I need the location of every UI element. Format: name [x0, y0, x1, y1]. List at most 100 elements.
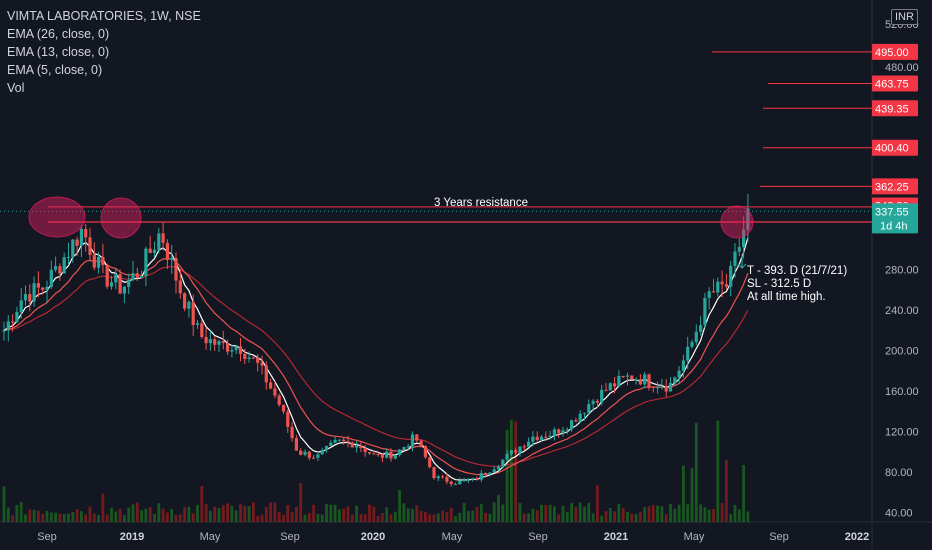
- level-label: 463.75: [875, 79, 909, 91]
- candle-body: [746, 208, 750, 230]
- volume-bar: [621, 508, 625, 522]
- candle-body: [226, 342, 230, 352]
- ema26-legend: EMA (26, close, 0): [7, 27, 110, 41]
- volume-bar: [290, 512, 294, 522]
- volume-bar: [557, 514, 561, 522]
- level-label-bg: [872, 100, 918, 117]
- volume-bar: [522, 513, 526, 522]
- level-label: 495.00: [875, 47, 909, 59]
- volume-bar: [170, 509, 174, 522]
- candle-body: [509, 450, 513, 454]
- candle-body: [668, 383, 673, 392]
- candle-body: [393, 455, 397, 459]
- candle-body: [681, 360, 685, 371]
- volume-bar: [105, 514, 109, 522]
- candle-body: [552, 429, 556, 436]
- candle-body: [445, 476, 449, 482]
- candle-body: [2, 330, 6, 332]
- y-tick-label: 80.00: [885, 467, 913, 479]
- candle-body: [582, 412, 587, 414]
- candle-body: [36, 283, 40, 288]
- candle-body: [406, 446, 410, 448]
- candle-body: [505, 453, 509, 460]
- candle-body: [514, 450, 518, 453]
- volume-bar: [213, 506, 217, 522]
- candle-body: [389, 451, 393, 459]
- volume-bar: [355, 505, 358, 522]
- volume-bar: [725, 460, 728, 522]
- candle-body: [92, 254, 96, 268]
- candle-body: [234, 346, 238, 351]
- candle-body: [238, 346, 243, 354]
- note-target: T - 393. D (21/7/21): [747, 265, 848, 277]
- volume-bar: [157, 503, 161, 522]
- candle-body: [62, 257, 66, 274]
- level-label: 439.35: [875, 103, 909, 115]
- currency-badge[interactable]: INR: [891, 9, 918, 25]
- volume-bar: [630, 513, 634, 522]
- candle-body: [290, 426, 294, 439]
- ema26-line: [3, 265, 749, 467]
- volume-bar: [694, 422, 698, 522]
- candle-body: [299, 450, 303, 455]
- volume-bar: [385, 507, 389, 522]
- volume-bar: [527, 513, 530, 522]
- candle-body: [578, 413, 582, 422]
- volume-bar: [737, 509, 741, 522]
- volume-bar: [230, 505, 234, 522]
- volume-bar: [720, 502, 724, 522]
- candle-body: [217, 341, 221, 345]
- volume-bar: [518, 503, 522, 522]
- candle-body: [264, 365, 268, 383]
- ema5-legend: EMA (5, close, 0): [7, 63, 103, 77]
- volume-bar: [217, 507, 221, 522]
- volume-bar: [363, 514, 367, 522]
- volume-bar: [368, 504, 371, 522]
- candle-body: [686, 346, 690, 361]
- candle-body: [88, 237, 92, 255]
- volume-bar: [247, 506, 251, 522]
- candle-body: [453, 484, 458, 486]
- candle-body: [152, 249, 157, 253]
- volume-bar: [312, 504, 315, 522]
- candle-body: [213, 339, 217, 345]
- volume-bar: [639, 511, 642, 522]
- x-tick-label: May: [684, 531, 705, 543]
- candle-body: [329, 442, 333, 446]
- x-tick-label: May: [442, 531, 463, 543]
- volume-bar: [342, 508, 346, 522]
- trade-note: T - 393. D (21/7/21) SL - 312.5 D At all…: [747, 265, 847, 304]
- candle-body: [11, 321, 15, 323]
- candle-body: [157, 233, 161, 250]
- candle-body: [385, 451, 389, 458]
- candle-body: [625, 375, 630, 377]
- candle-body: [557, 429, 561, 434]
- volume-bar: [303, 514, 307, 522]
- candle-body: [423, 445, 427, 458]
- x-tick-label: Sep: [769, 531, 789, 543]
- candle-body: [466, 479, 470, 481]
- volume-bar: [381, 513, 384, 522]
- candle-body: [114, 274, 118, 283]
- volume-bar: [583, 506, 586, 522]
- candle-body: [342, 439, 346, 442]
- candle-body: [230, 350, 234, 352]
- candle-body: [492, 469, 496, 473]
- candle-body: [711, 291, 716, 293]
- level-label-bg: [872, 75, 918, 92]
- candle-body: [690, 342, 694, 347]
- candle-body: [436, 476, 440, 479]
- volume-bar: [346, 506, 350, 522]
- level-label-bg: [872, 139, 918, 156]
- level-label: 400.40: [875, 143, 909, 155]
- candle-body: [122, 286, 126, 294]
- volume-bar: [462, 502, 466, 522]
- volume-bar: [118, 508, 122, 522]
- candle-body: [591, 400, 595, 405]
- volume-bar: [561, 505, 565, 522]
- x-tick-label: Sep: [280, 531, 300, 543]
- candle-body: [148, 248, 152, 253]
- volume-bar: [535, 510, 539, 522]
- volume-bar: [45, 510, 49, 522]
